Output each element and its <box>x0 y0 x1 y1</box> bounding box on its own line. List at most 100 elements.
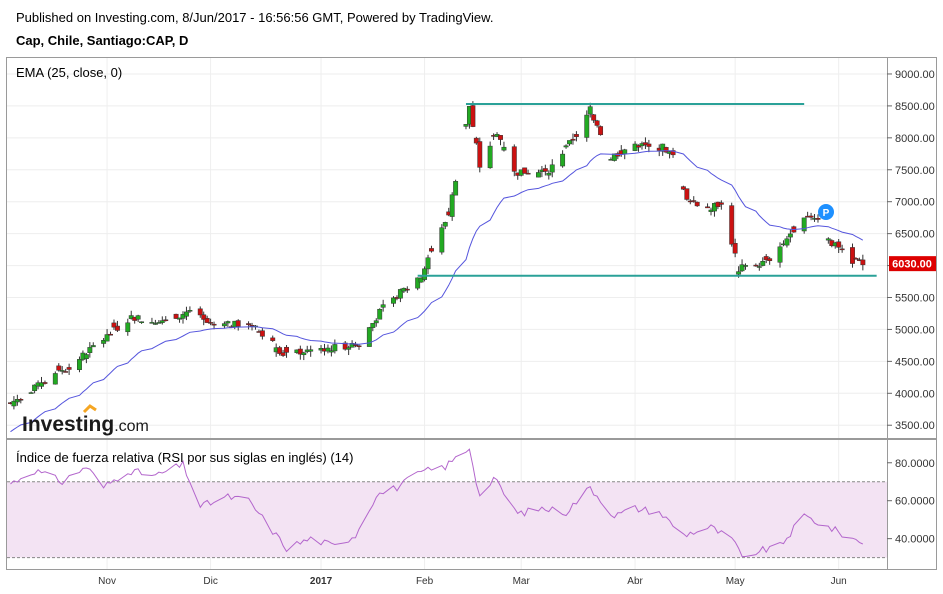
price-tick-label: 7500.00 <box>895 165 935 177</box>
price-tick-label: 7000.00 <box>895 197 935 209</box>
candle-down <box>18 399 24 401</box>
time-tick-label: Jun <box>831 576 847 587</box>
candle-down <box>808 215 814 218</box>
candle-down <box>498 135 503 140</box>
price-tick-label: 6500.00 <box>895 229 935 241</box>
price-tick-label: 4500.00 <box>895 356 935 368</box>
candle-up <box>777 246 783 263</box>
candle-up <box>370 323 376 328</box>
candle-down <box>259 330 265 337</box>
candle-down <box>663 147 669 153</box>
rsi-line <box>10 448 864 558</box>
candle-down <box>732 243 738 254</box>
candle-down <box>473 137 479 144</box>
candle-up <box>415 277 421 289</box>
candle-down <box>836 241 842 248</box>
candle-down <box>594 120 600 126</box>
horizontal-levels[interactable] <box>417 102 877 277</box>
candle-up <box>391 297 396 304</box>
candle-down <box>342 342 348 350</box>
candle-down <box>646 143 652 147</box>
candle-up <box>584 114 590 138</box>
candle-up <box>563 145 569 148</box>
logo-wordmark: Investing.com <box>22 413 149 436</box>
candle-down <box>163 319 169 322</box>
candle-up <box>549 164 555 173</box>
candle-down <box>63 371 69 373</box>
candle-up <box>346 347 352 350</box>
candle-up <box>736 271 742 275</box>
candle-down <box>201 314 207 320</box>
candle-down <box>204 317 210 323</box>
candle-up <box>83 354 89 359</box>
time-tick-label: May <box>726 576 745 587</box>
note-marker-circle[interactable] <box>818 204 834 220</box>
rsi-line-group <box>10 448 864 558</box>
candle-up <box>366 327 372 347</box>
candle-up <box>221 323 227 327</box>
candle-down <box>525 172 531 175</box>
price-tick-label: 9000.00 <box>895 69 935 81</box>
candle-up <box>328 350 334 353</box>
candle-up <box>301 352 307 356</box>
candle-up <box>787 233 793 238</box>
candlestick-series <box>8 101 866 410</box>
instrument-title: Cap, Chile, Santiago:CAP, D <box>16 33 189 48</box>
candle-up <box>760 261 766 266</box>
candle-up <box>373 320 379 324</box>
candle-down <box>763 256 769 261</box>
candle-up <box>28 392 34 394</box>
candle-up <box>52 373 58 385</box>
candle-down <box>353 344 358 346</box>
candle-down <box>684 188 690 200</box>
candle-down <box>542 168 548 172</box>
rsi-tick-label: 40.0000 <box>895 534 935 546</box>
candle-up <box>739 264 745 272</box>
price-tick-label: 4000.00 <box>895 388 935 400</box>
candle-up <box>536 172 541 178</box>
time-tick-label: Feb <box>416 576 434 587</box>
candle-down <box>691 200 697 202</box>
rsi-scale-area[interactable] <box>887 439 937 570</box>
candle-up <box>184 311 189 317</box>
ema-legend[interactable]: EMA (25, close, 0) <box>16 65 122 80</box>
candle-up <box>90 345 96 348</box>
candle-down <box>860 259 866 266</box>
price-scale-area[interactable] <box>887 57 937 439</box>
rsi-axis-ticks: 40.0000 60.0000 80.0000 <box>887 458 935 546</box>
candle-up <box>756 266 762 268</box>
rsi-band-fill <box>7 481 887 558</box>
price-note-marker[interactable]: P <box>818 204 834 220</box>
candle-up <box>11 400 17 407</box>
candle-up <box>784 238 790 246</box>
candle-down <box>694 201 700 207</box>
candle-down <box>111 322 117 328</box>
candle-down <box>470 105 476 127</box>
candle-up <box>587 106 593 115</box>
candle-up <box>187 310 193 312</box>
candle-up <box>152 323 158 325</box>
candle-down <box>705 206 710 209</box>
candle-up <box>39 382 44 387</box>
logo-swoosh-icon <box>82 404 97 414</box>
candle-down <box>42 382 48 384</box>
candle-up <box>14 399 20 403</box>
rsi-tick-label: 60.0000 <box>895 496 935 508</box>
candle-down <box>522 167 528 174</box>
candle-up <box>125 322 131 333</box>
ema-line <box>10 150 864 433</box>
candle-up <box>225 321 231 324</box>
candle-up <box>156 322 162 324</box>
rsi-legend[interactable]: Índice de fuerza relativa (RSI por sus s… <box>16 450 353 465</box>
candle-down <box>208 322 214 324</box>
candle-down <box>477 141 483 168</box>
candle-up <box>380 304 386 308</box>
rsi-tick-label: 80.0000 <box>895 458 935 470</box>
published-caption: Published on Investing.com, 8/Jun/2017 -… <box>16 10 494 25</box>
candle-up <box>825 238 831 241</box>
candle-down <box>56 365 62 371</box>
price-axis-ticks: 3500.004000.004500.005000.005500.006000.… <box>887 69 935 432</box>
price-panel[interactable] <box>6 57 888 439</box>
time-tick-label: Mar <box>513 576 531 587</box>
